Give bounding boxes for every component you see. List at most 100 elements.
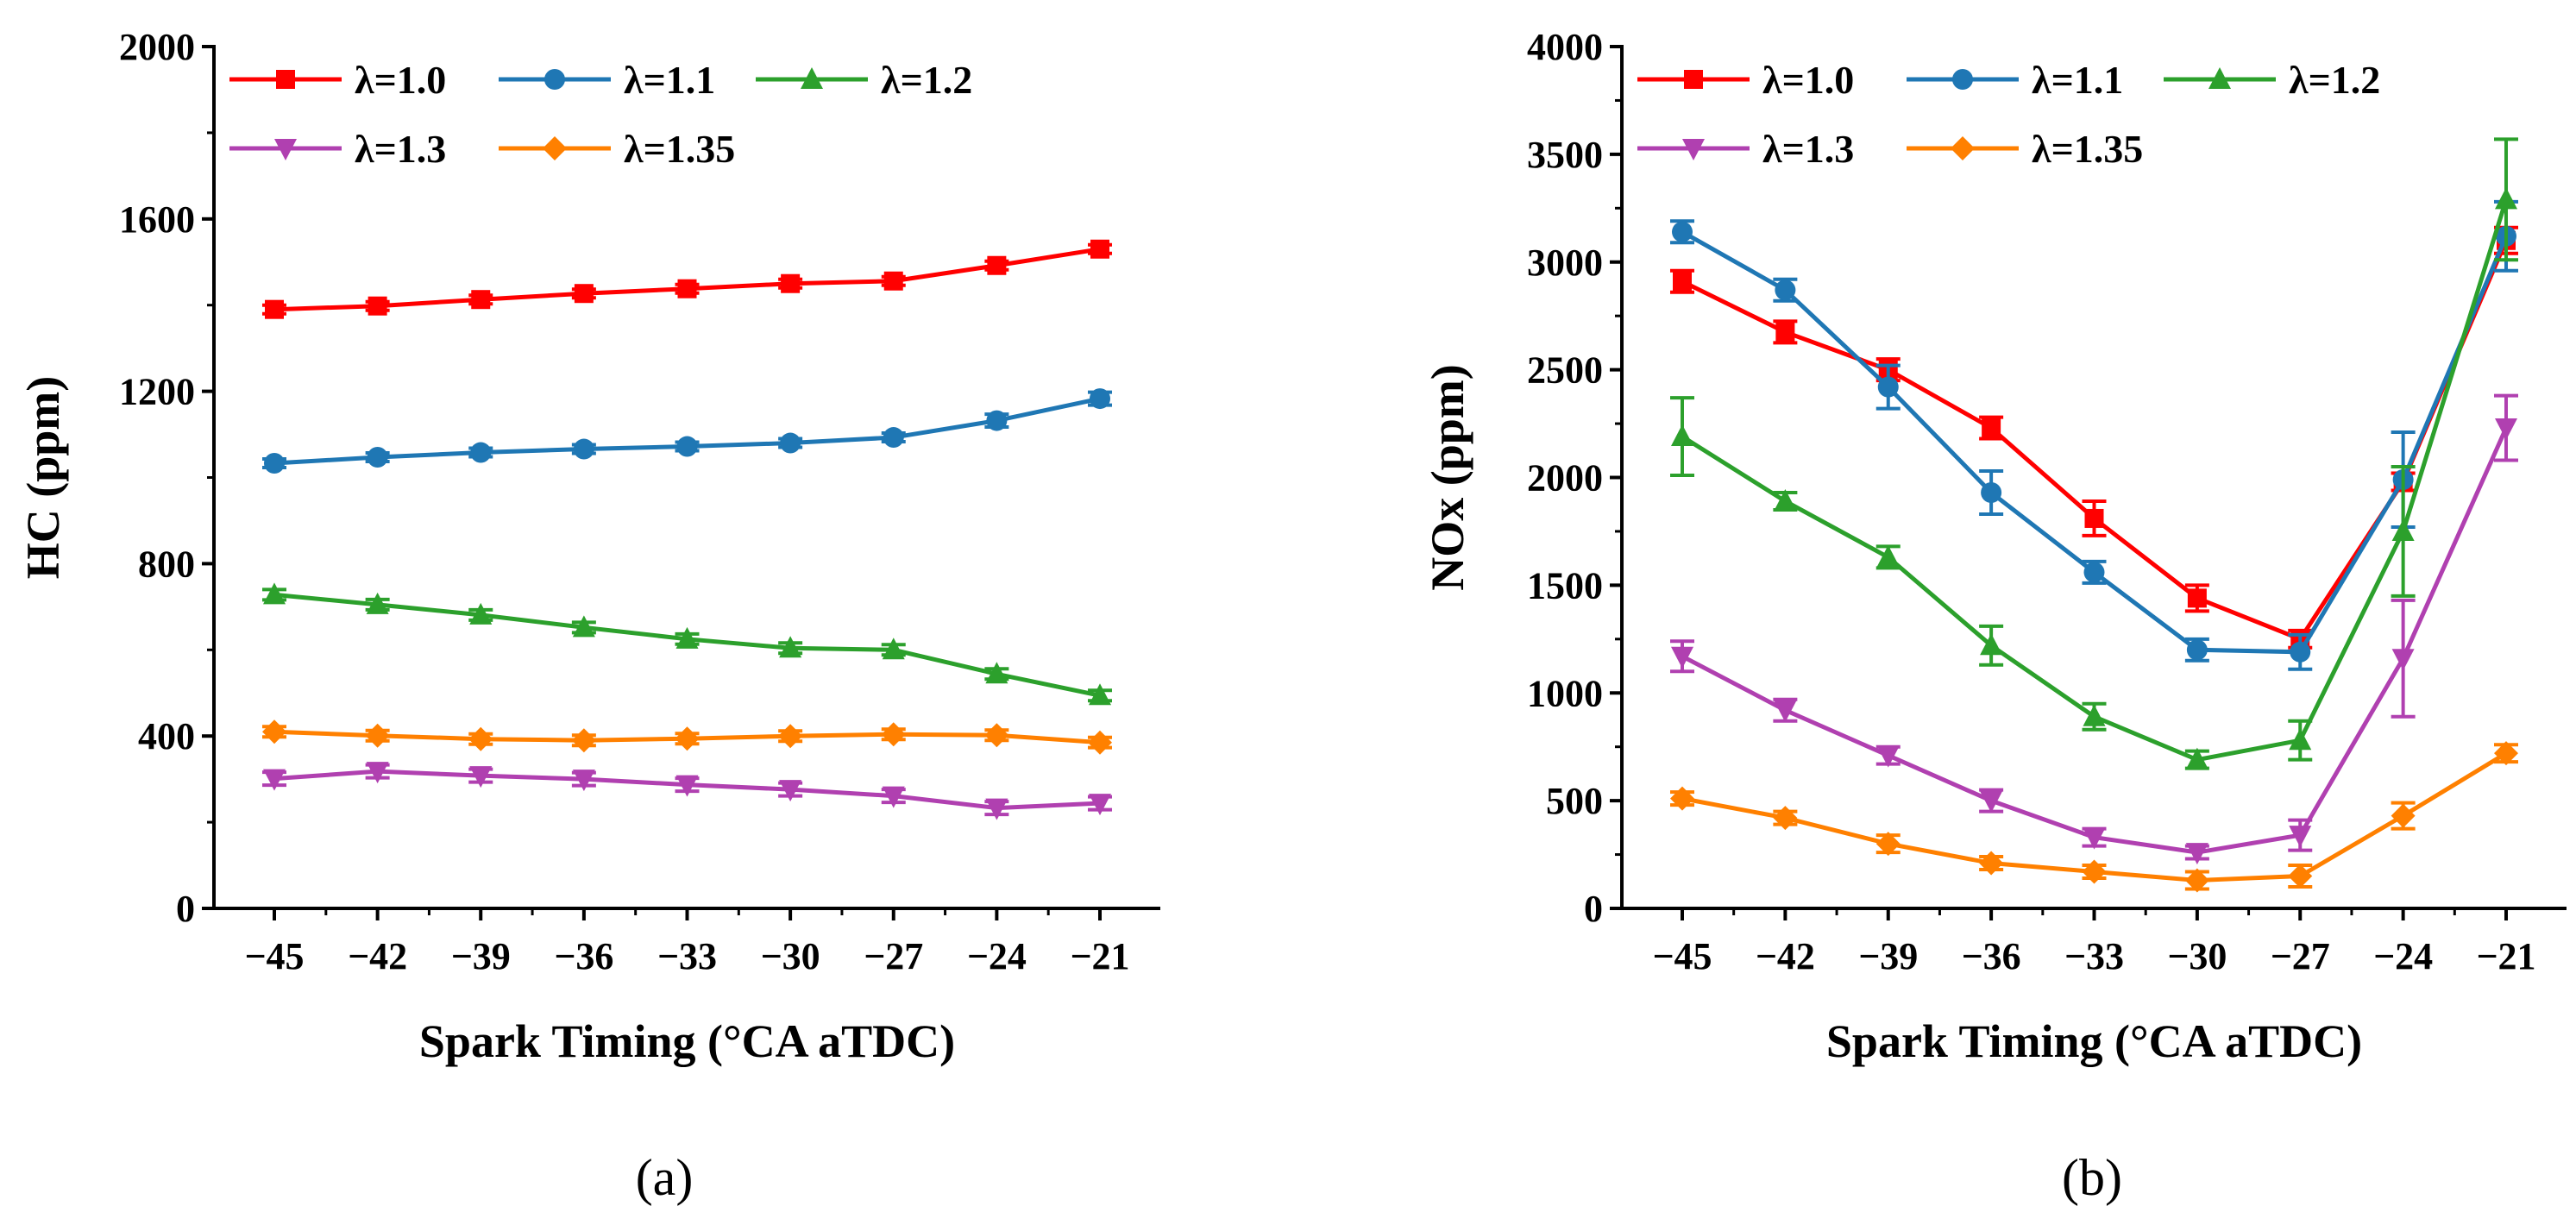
- y-axis-title: HC (ppm): [17, 376, 69, 580]
- x-axis-title: Spark Timing (°CA aTDC): [1826, 1015, 2362, 1067]
- x-tick-label: −27: [2271, 935, 2330, 977]
- y-tick-label: 2500: [1527, 349, 1603, 392]
- y-axis-title: NOx (ppm): [1422, 364, 1473, 591]
- data-point: [1775, 280, 1796, 301]
- x-tick-label: −30: [761, 935, 820, 977]
- series-1: [1670, 199, 2518, 671]
- x-tick-label: −24: [2373, 935, 2433, 977]
- data-point: [985, 798, 1008, 820]
- legend-label: λ=1.2: [2289, 58, 2380, 102]
- legend-marker: [1682, 139, 1705, 160]
- data-point: [2084, 508, 2104, 528]
- legend-marker: [544, 69, 565, 90]
- series-2: [1670, 137, 2518, 770]
- data-point: [986, 410, 1008, 431]
- data-point: [366, 762, 389, 784]
- data-point: [2290, 641, 2311, 663]
- data-point: [469, 602, 493, 625]
- data-point: [1090, 239, 1109, 259]
- legend-entry: λ=1.1: [1907, 58, 2123, 102]
- legend: λ=1.0 λ=1.1 λ=1.2 λ=1.3 λ=1.35: [229, 58, 972, 171]
- data-point: [1673, 272, 1692, 292]
- data-point: [779, 780, 802, 802]
- series-3: [262, 762, 1112, 820]
- chart-panel-b: 0 500 1000 1500 2000 2500 3000 3500 4000 −45 −42 −3…: [1422, 26, 2567, 1206]
- data-point: [2083, 827, 2106, 850]
- legend-entry: λ=1.3: [229, 127, 446, 171]
- y-tick-label: 500: [1546, 780, 1603, 822]
- x-tick-label: −42: [1756, 935, 1815, 977]
- data-point: [1981, 481, 2002, 503]
- x-tick-label: −45: [244, 935, 304, 977]
- x-tick-label: −45: [1652, 935, 1712, 977]
- x-axis-title: Spark Timing (°CA aTDC): [419, 1015, 955, 1067]
- data-point: [1980, 791, 2003, 814]
- data-point: [2391, 649, 2415, 671]
- x-tick-label: −21: [2476, 935, 2535, 977]
- data-point: [1671, 646, 1693, 669]
- y-tick-label: 1500: [1527, 564, 1603, 606]
- legend-label: λ=1.35: [624, 127, 735, 171]
- legend-entry: λ=1.35: [1907, 127, 2143, 171]
- x-tick-label: −33: [2064, 935, 2124, 977]
- data-point: [1670, 786, 1694, 811]
- legend-entry: λ=1.2: [756, 58, 972, 102]
- y-tick-label: 2000: [119, 26, 195, 68]
- data-point: [1090, 388, 1110, 410]
- data-point: [778, 724, 803, 749]
- data-point: [1876, 745, 1900, 768]
- legend-label: λ=1.0: [355, 58, 446, 102]
- data-point: [882, 786, 905, 808]
- data-point: [2495, 187, 2517, 210]
- series-line: [1681, 427, 2509, 855]
- y-tick-label: 1200: [119, 371, 195, 413]
- x-tick-label: −27: [864, 935, 923, 977]
- series-0: [262, 239, 1112, 319]
- series-line: [1681, 229, 2509, 655]
- legend-label: λ=1.1: [2032, 58, 2123, 102]
- data-point: [2391, 518, 2415, 541]
- data-point: [1089, 683, 1111, 706]
- data-point: [366, 592, 389, 614]
- legend-marker: [1952, 69, 1973, 90]
- data-point: [572, 770, 595, 792]
- legend-marker: [274, 139, 297, 160]
- y-tick-label: 400: [138, 715, 195, 757]
- data-point: [2494, 741, 2518, 766]
- data-point: [1877, 376, 1899, 398]
- x-tick-label: −33: [657, 935, 717, 977]
- data-point: [2082, 859, 2107, 884]
- data-point: [1982, 418, 2001, 438]
- data-point: [574, 284, 594, 304]
- data-point: [365, 723, 390, 748]
- data-point: [1088, 730, 1112, 755]
- data-point: [987, 255, 1007, 275]
- y-tick-label: 0: [176, 888, 195, 930]
- data-point: [2391, 803, 2416, 828]
- x-tick-label: −39: [1858, 935, 1918, 977]
- data-point: [263, 769, 286, 791]
- legend-entry: λ=1.1: [499, 58, 715, 102]
- legend-marker: [1951, 136, 1975, 160]
- data-point: [572, 615, 595, 638]
- data-point: [1773, 806, 1798, 831]
- x-tick-label: −39: [451, 935, 511, 977]
- legend-entry: λ=1.35: [499, 127, 735, 171]
- data-point: [780, 432, 801, 454]
- legend-marker: [801, 67, 823, 89]
- legend: λ=1.0 λ=1.1 λ=1.2 λ=1.3 λ=1.35: [1637, 58, 2380, 171]
- series-2: [262, 582, 1112, 706]
- x-tick-label: −36: [554, 935, 613, 977]
- x-tick-label: −30: [2167, 935, 2227, 977]
- data-point: [1089, 794, 1111, 816]
- legend-label: λ=1.2: [881, 58, 972, 102]
- legend-entry: λ=1.2: [2164, 58, 2380, 102]
- data-point: [883, 271, 903, 291]
- data-point: [984, 723, 1009, 748]
- data-point: [2083, 562, 2105, 583]
- y-tick-label: 1000: [1527, 672, 1603, 714]
- data-point: [471, 290, 491, 310]
- series-4: [262, 719, 1112, 755]
- series-line: [1681, 198, 2509, 763]
